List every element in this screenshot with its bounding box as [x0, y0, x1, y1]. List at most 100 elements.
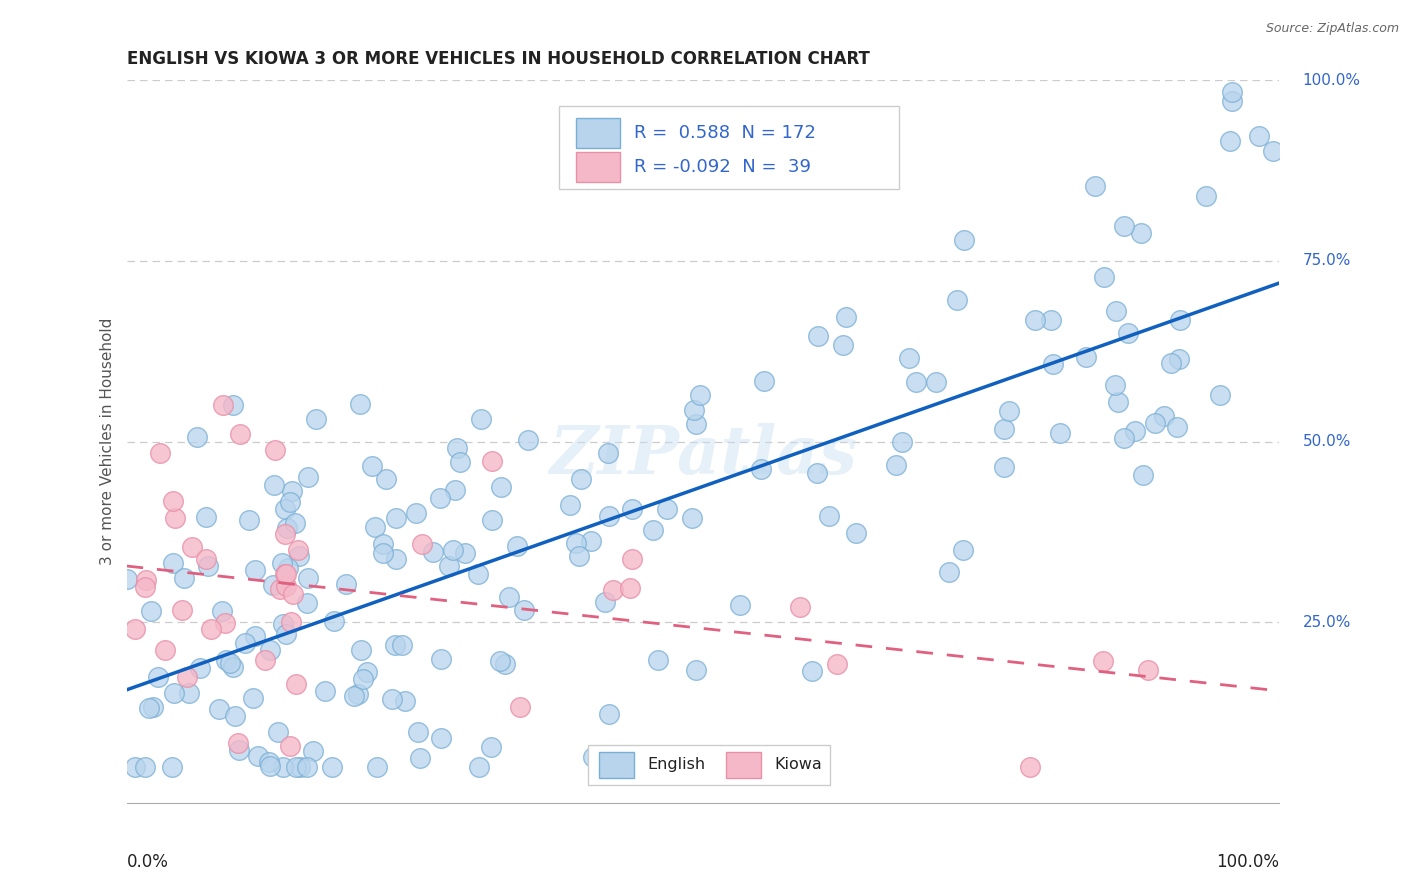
Point	[898, 351, 921, 365]
Point	[446, 441, 468, 455]
Point	[200, 622, 222, 636]
Point	[177, 685, 200, 699]
Point	[195, 510, 218, 524]
Point	[138, 700, 160, 714]
Point	[343, 689, 366, 703]
Point	[271, 617, 294, 632]
Point	[441, 543, 464, 558]
Text: 0.0%: 0.0%	[127, 854, 169, 871]
Point	[938, 565, 960, 579]
Point	[998, 404, 1021, 418]
Point	[371, 546, 394, 560]
FancyBboxPatch shape	[725, 752, 761, 778]
Point	[1153, 409, 1175, 424]
Point	[391, 638, 413, 652]
Point	[335, 576, 357, 591]
Point	[263, 443, 285, 458]
Point	[905, 375, 928, 389]
Point	[297, 596, 319, 610]
Point	[288, 760, 311, 774]
Point	[350, 642, 373, 657]
Point	[280, 615, 302, 630]
Point	[235, 636, 257, 650]
Point	[682, 403, 704, 417]
Point	[352, 672, 374, 686]
Point	[194, 552, 217, 566]
Point	[271, 760, 294, 774]
Point	[647, 653, 669, 667]
Point	[953, 233, 976, 247]
Point	[1209, 388, 1232, 402]
Point	[214, 616, 236, 631]
FancyBboxPatch shape	[576, 118, 620, 148]
Point	[409, 751, 432, 765]
Point	[288, 549, 311, 563]
Point	[274, 527, 297, 541]
Point	[468, 760, 491, 774]
Point	[242, 691, 264, 706]
Point	[509, 699, 531, 714]
Point	[1018, 760, 1040, 774]
Point	[297, 469, 319, 483]
Point	[323, 614, 346, 628]
Point	[1219, 134, 1241, 148]
Point	[685, 417, 707, 431]
Point	[270, 556, 292, 570]
Point	[1104, 304, 1126, 318]
Point	[817, 509, 839, 524]
Point	[371, 537, 394, 551]
Point	[993, 460, 1015, 475]
Point	[259, 759, 281, 773]
Point	[301, 744, 323, 758]
Point	[274, 567, 297, 582]
Point	[274, 567, 297, 582]
Point	[891, 434, 914, 449]
Point	[1092, 270, 1115, 285]
Point	[498, 590, 520, 604]
Point	[394, 694, 416, 708]
Point	[1263, 144, 1285, 158]
Point	[219, 657, 242, 671]
Point	[384, 511, 406, 525]
Point	[569, 472, 592, 486]
Point	[1084, 179, 1107, 194]
Point	[470, 412, 492, 426]
Point	[1049, 425, 1071, 440]
Point	[517, 433, 540, 447]
Y-axis label: 3 or more Vehicles in Household: 3 or more Vehicles in Household	[100, 318, 115, 566]
Point	[1024, 312, 1046, 326]
Text: 75.0%: 75.0%	[1302, 253, 1351, 268]
Point	[1091, 654, 1114, 668]
Point	[1118, 326, 1140, 340]
Point	[1249, 129, 1271, 144]
FancyBboxPatch shape	[599, 752, 634, 778]
Point	[356, 665, 378, 679]
Point	[254, 653, 277, 667]
Point	[1130, 226, 1153, 240]
Point	[274, 502, 297, 516]
Point	[245, 563, 267, 577]
Point	[228, 743, 250, 757]
Point	[657, 502, 679, 516]
Point	[1166, 420, 1188, 434]
Point	[215, 653, 238, 667]
Point	[278, 495, 301, 509]
Point	[437, 558, 460, 573]
Point	[160, 760, 183, 774]
Point	[598, 508, 620, 523]
Point	[1195, 188, 1218, 202]
Point	[925, 376, 948, 390]
Text: ENGLISH VS KIOWA 3 OR MORE VEHICLES IN HOUSEHOLD CORRELATION CHART: ENGLISH VS KIOWA 3 OR MORE VEHICLES IN H…	[127, 50, 869, 68]
Point	[513, 603, 536, 617]
Point	[347, 687, 370, 701]
Point	[454, 546, 477, 560]
Point	[141, 604, 163, 618]
Point	[479, 740, 502, 755]
Point	[582, 749, 605, 764]
Point	[297, 760, 319, 774]
Point	[728, 598, 751, 612]
Point	[228, 736, 250, 750]
Point	[163, 686, 186, 700]
FancyBboxPatch shape	[588, 745, 830, 785]
Point	[170, 602, 193, 616]
